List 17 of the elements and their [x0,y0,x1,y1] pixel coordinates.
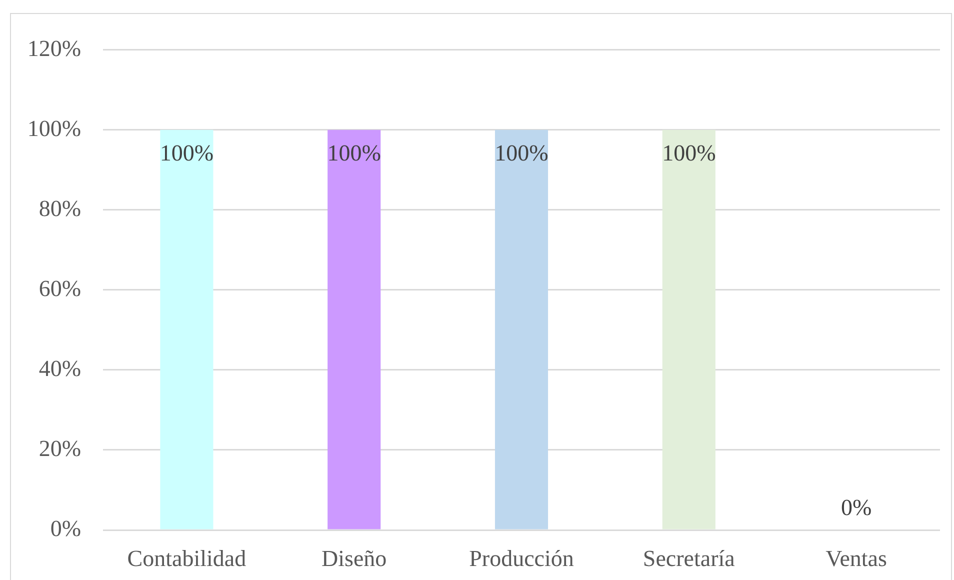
x-tick-label: Ventas [826,546,888,571]
y-tick-label: 20% [38,436,81,462]
x-tick-label: Contabilidad [127,546,247,571]
x-tick-label: Secretaría [642,546,735,571]
data-label: 100% [494,140,548,166]
y-tick-label: 0% [50,516,81,542]
y-tick-label: 100% [27,116,81,141]
x-tick-label: Diseño [322,546,387,571]
y-tick-label: 40% [38,356,81,381]
data-label: 0% [840,495,872,520]
y-tick-label: 80% [38,196,81,221]
data-label: 100% [160,140,214,166]
y-tick-label: 60% [38,276,81,301]
y-tick-label: 120% [27,36,81,61]
x-tick-label: Producción [469,546,574,571]
data-label: 100% [662,140,716,166]
data-label: 100% [327,140,381,166]
